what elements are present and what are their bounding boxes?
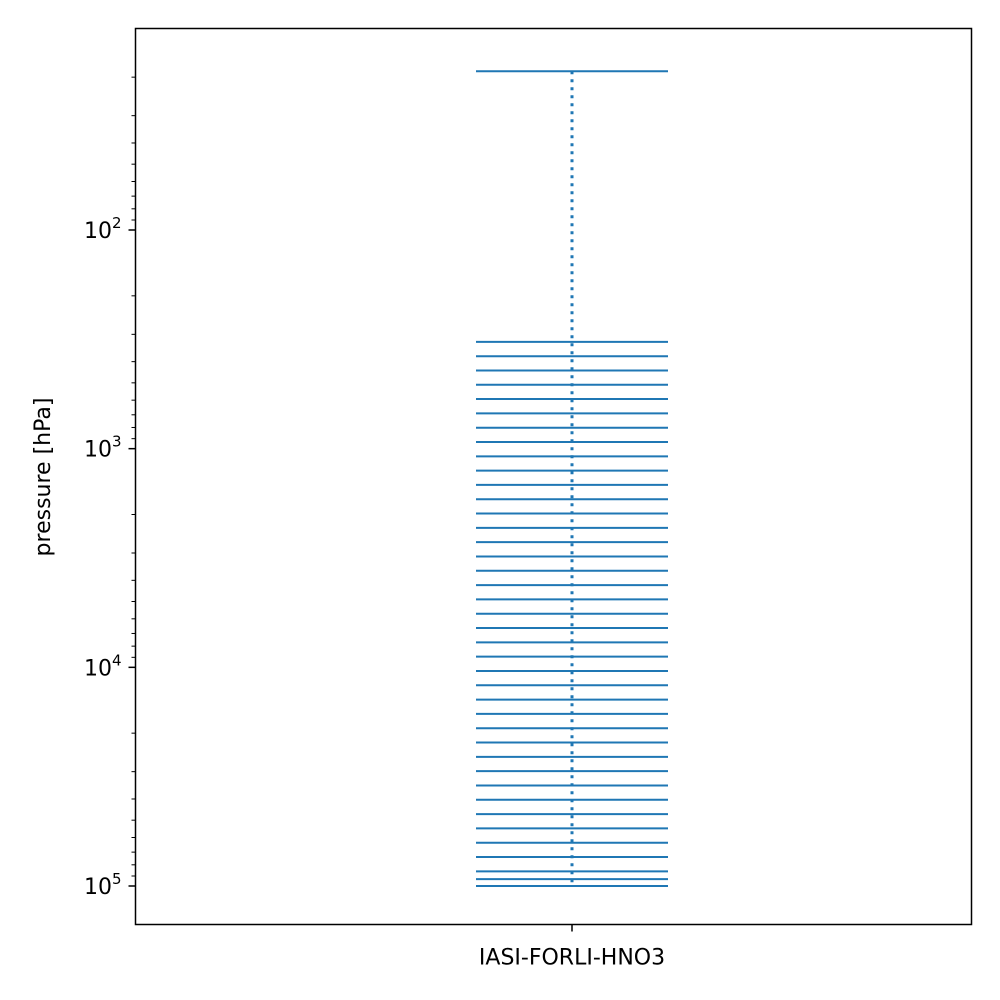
- y-tick-label: 105: [84, 870, 122, 900]
- y-axis-label: pressure [hPa]: [31, 398, 56, 557]
- y-tick-label: 103: [84, 433, 122, 463]
- x-tick-label: IASI-FORLI-HNO3: [479, 946, 665, 971]
- y-tick-label: 104: [84, 651, 122, 681]
- x-axis: IASI-FORLI-HNO3: [479, 924, 665, 971]
- y-tick-label: 102: [84, 214, 122, 244]
- plot-area-frame: [134, 27, 973, 926]
- y-axis: 102 103 104 105: [84, 76, 136, 900]
- chart-marks: [476, 70, 668, 887]
